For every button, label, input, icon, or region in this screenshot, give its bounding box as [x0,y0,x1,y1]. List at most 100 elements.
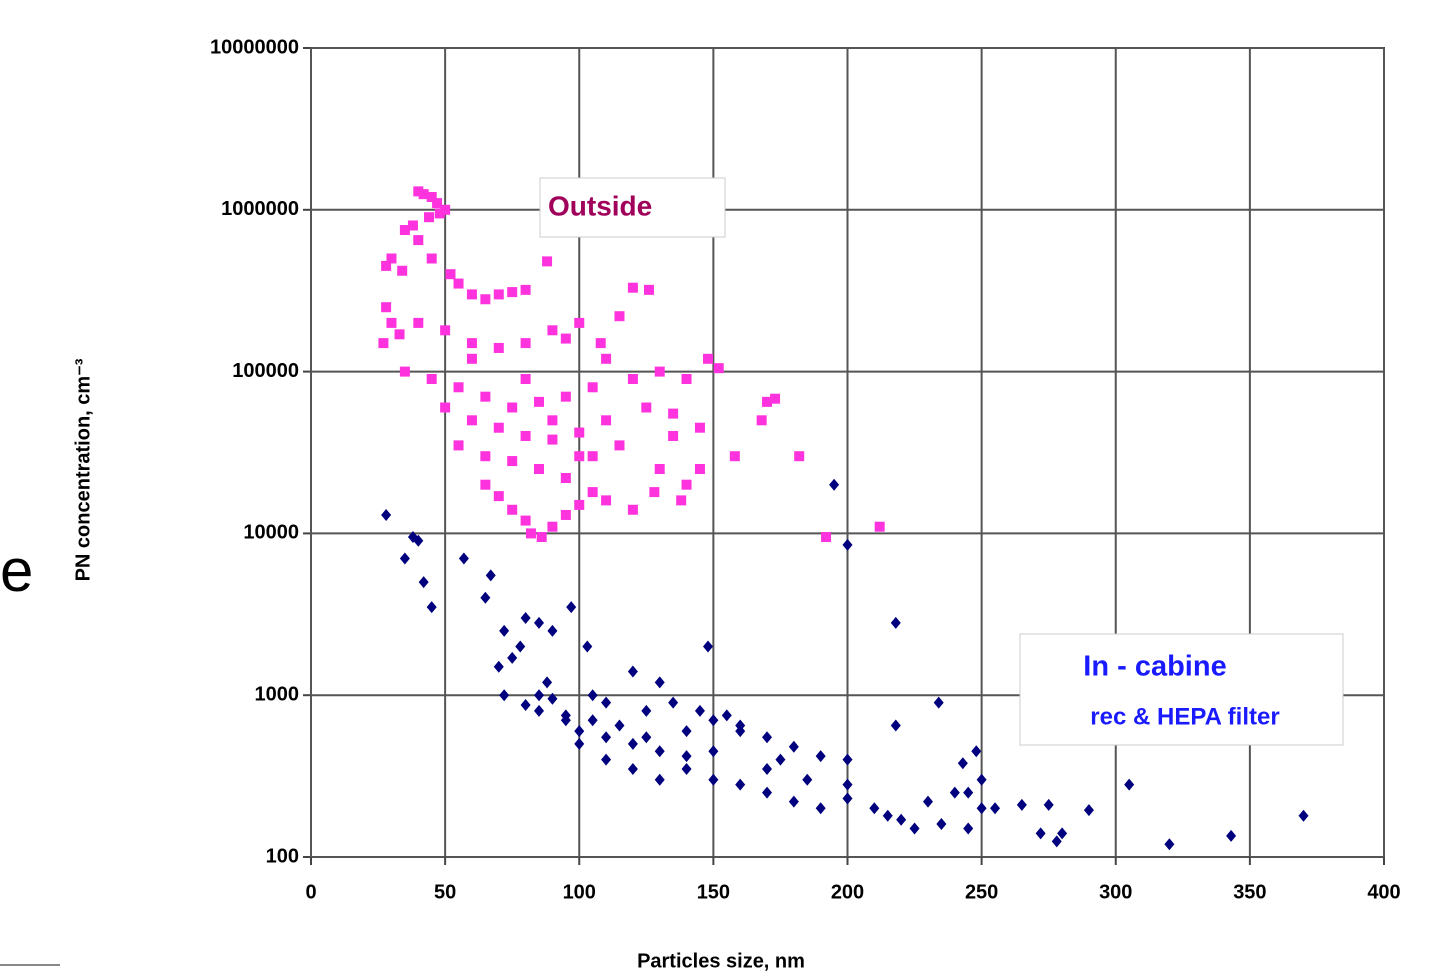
point [574,737,585,750]
point [703,353,714,364]
point [547,521,558,532]
point [1298,809,1309,822]
point [587,382,598,393]
point [560,391,571,402]
point [386,317,397,328]
point [453,382,464,393]
point [933,696,944,709]
annotation-box [1019,633,1344,746]
point [574,317,585,328]
point [534,704,545,717]
point [963,786,974,799]
x-tick-label: 150 [697,881,730,903]
point [829,478,840,491]
point [515,640,526,653]
point [641,731,652,744]
point [466,353,477,364]
point [507,287,518,298]
point [507,456,518,467]
point [957,757,968,770]
point [1226,829,1237,842]
point [694,704,705,717]
point [453,440,464,451]
point [713,363,724,374]
point [493,342,504,353]
point [547,624,558,637]
point [735,778,746,791]
point [1051,835,1062,848]
point [595,338,606,349]
point [890,719,901,732]
fragment-text: e [0,537,33,604]
point [480,591,491,604]
point [507,402,518,413]
point [601,731,612,744]
y-tick-label: 1000000 [221,198,299,220]
point [681,374,692,385]
point [627,282,638,293]
point [729,451,740,462]
point [520,374,531,385]
point [601,353,612,364]
point [627,737,638,750]
point [654,676,665,689]
annotation: Outside [548,190,652,221]
point [874,521,885,532]
point [882,809,893,822]
point [547,434,558,445]
point [668,430,679,441]
point [574,427,585,438]
point [821,532,832,543]
y-tick-label: 100000 [232,360,299,382]
point [466,415,477,426]
y-tick-label: 1000 [255,683,300,705]
point [445,269,456,280]
point [627,374,638,385]
x-tick-label: 100 [563,881,596,903]
point [627,504,638,515]
point [842,538,853,551]
point [802,773,813,786]
point [842,778,853,791]
point [1164,838,1175,851]
point [413,317,424,328]
point [909,822,920,835]
point [694,464,705,475]
point [649,487,660,498]
point [614,440,625,451]
point [547,415,558,426]
point [397,265,408,276]
x-tick-label: 200 [831,881,864,903]
point [762,731,773,744]
point [601,696,612,709]
y-tick-label: 100 [266,845,299,867]
point [426,191,437,202]
point [654,366,665,377]
point [574,725,585,738]
point [466,289,477,300]
point [762,762,773,775]
point [536,532,547,543]
point [525,528,536,539]
point [681,479,692,490]
point [480,391,491,402]
point [756,415,767,426]
point [440,325,451,336]
point [424,212,435,223]
point [560,472,571,483]
point [426,253,437,264]
point [869,802,880,815]
point [890,616,901,629]
point [480,479,491,490]
point [507,504,518,515]
point [842,792,853,805]
point [434,208,445,219]
point [703,640,714,653]
point [547,325,558,336]
point [775,753,786,766]
point [566,601,577,614]
point [547,692,558,705]
point [681,725,692,738]
point [534,689,545,702]
point [542,676,553,689]
